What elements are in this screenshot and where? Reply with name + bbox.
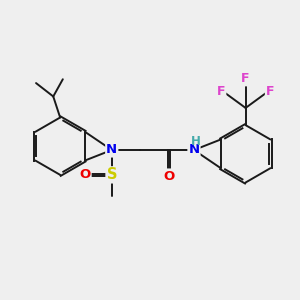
Text: F: F (217, 85, 225, 98)
Text: F: F (266, 85, 274, 98)
Text: S: S (106, 167, 117, 182)
Text: H: H (191, 135, 201, 148)
Text: O: O (164, 169, 175, 182)
Text: F: F (241, 72, 250, 86)
Text: N: N (106, 143, 117, 157)
Text: O: O (80, 168, 91, 182)
Text: N: N (188, 143, 200, 157)
